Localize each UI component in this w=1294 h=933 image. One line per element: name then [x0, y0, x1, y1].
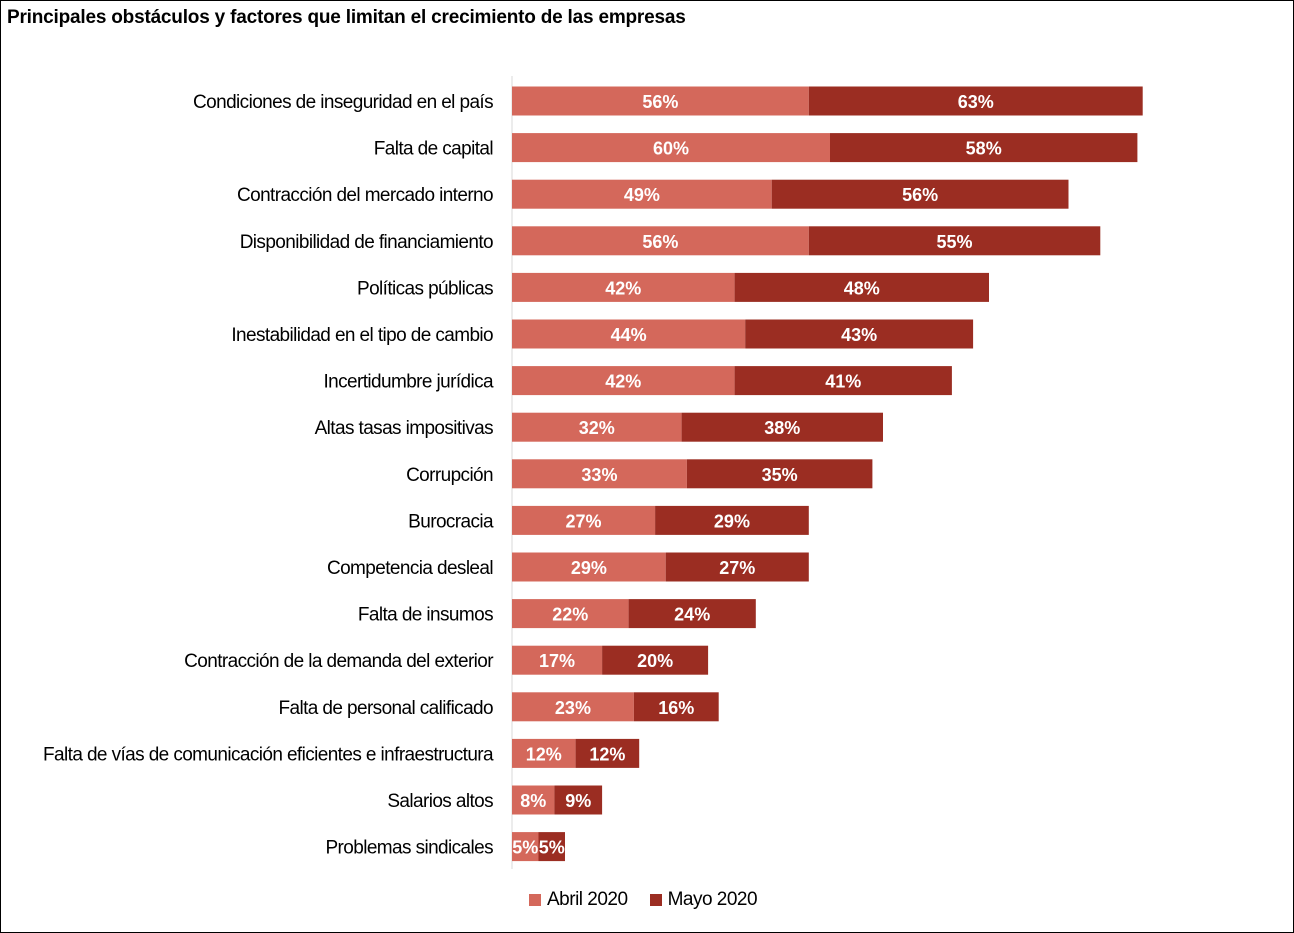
category-label: Falta de vías de comunicación eficientes…	[43, 744, 494, 765]
data-label-series-1: 22%	[552, 605, 588, 625]
bar-series-1	[512, 692, 634, 722]
bar-series-2	[734, 272, 989, 302]
category-label: Falta de capital	[374, 139, 493, 160]
bar-series-1	[512, 272, 735, 302]
bar-series-1	[512, 226, 809, 256]
chart-title: Principales obstáculos y factores que li…	[7, 7, 686, 28]
data-label-series-2: 5%	[539, 838, 565, 858]
category-label: Salarios altos	[387, 791, 493, 812]
category-label: Problemas sindicales	[325, 838, 493, 859]
bar-series-2	[808, 86, 1143, 116]
legend: Abril 2020 Mayo 2020	[529, 889, 758, 911]
legend-label-series-1: Abril 2020	[547, 889, 628, 910]
bar-series-1	[512, 738, 576, 768]
data-label-series-2: 55%	[937, 232, 973, 252]
bar-series-1	[512, 785, 555, 815]
data-label-series-1: 33%	[581, 465, 617, 485]
bar-series-2	[633, 692, 719, 722]
data-label-series-2: 56%	[902, 185, 938, 205]
category-label: Corrupción	[406, 465, 493, 486]
data-label-series-2: 20%	[637, 651, 673, 671]
category-label: Contracción del mercado interno	[237, 185, 493, 206]
bar-series-2	[628, 599, 756, 629]
data-label-series-2: 41%	[825, 372, 861, 392]
category-label: Competencia desleal	[327, 558, 493, 579]
category-label: Disponibilidad de financiamiento	[240, 232, 493, 253]
data-label-series-2: 48%	[844, 278, 880, 298]
data-label-series-1: 5%	[512, 838, 538, 858]
category-label: Políticas públicas	[357, 278, 493, 299]
bar-series-1	[512, 552, 666, 582]
data-label-series-1: 32%	[579, 418, 615, 438]
category-label: Falta de insumos	[358, 605, 493, 626]
data-label-series-2: 63%	[958, 92, 994, 112]
data-label-series-2: 24%	[674, 605, 710, 625]
bar-series-1	[512, 459, 687, 489]
bar-series-2	[538, 832, 565, 862]
bar-series-2	[745, 319, 974, 349]
bar-series-1	[512, 133, 830, 163]
bar-series-1	[512, 599, 629, 629]
category-label: Altas tasas impositivas	[315, 418, 493, 439]
category-label: Contracción de la demanda del exterior	[184, 651, 494, 672]
data-label-series-1: 60%	[653, 139, 689, 159]
bar-series-2	[575, 738, 640, 768]
data-label-series-2: 43%	[841, 325, 877, 345]
data-label-series-1: 42%	[605, 278, 641, 298]
category-label: Inestabilidad en el tipo de cambio	[231, 325, 493, 346]
bar-series-2	[734, 366, 952, 396]
data-label-series-2: 38%	[764, 418, 800, 438]
data-label-series-1: 17%	[539, 651, 575, 671]
legend-swatch-series-1	[529, 894, 541, 906]
category-label: Condiciones de inseguridad en el país	[193, 92, 493, 113]
data-label-series-2: 9%	[565, 791, 591, 811]
bar-series-2	[830, 133, 1138, 163]
bar-series-1	[512, 412, 682, 442]
bar-series-2	[808, 226, 1101, 256]
bar-series-2	[602, 645, 709, 675]
data-label-series-2: 58%	[966, 139, 1002, 159]
data-label-series-2: 16%	[658, 698, 694, 718]
data-label-series-1: 44%	[611, 325, 647, 345]
data-label-series-1: 29%	[571, 558, 607, 578]
bar-series-2	[655, 505, 809, 535]
data-label-series-1: 49%	[624, 185, 660, 205]
data-label-series-1: 23%	[555, 698, 591, 718]
bar-series-1	[512, 832, 539, 862]
bar-series-2	[665, 552, 809, 582]
category-label: Burocracia	[408, 511, 494, 532]
data-label-series-1: 42%	[605, 372, 641, 392]
bar-series-1	[512, 179, 772, 209]
bar-series-2	[554, 785, 603, 815]
bar-series-2	[686, 459, 873, 489]
data-label-series-1: 56%	[642, 92, 678, 112]
bar-series-1	[512, 86, 809, 116]
bar-series-1	[512, 505, 656, 535]
data-label-series-2: 29%	[714, 511, 750, 531]
data-label-series-2: 27%	[719, 558, 755, 578]
data-label-series-1: 12%	[526, 744, 562, 764]
data-label-series-1: 27%	[566, 511, 602, 531]
bar-series-1	[512, 366, 735, 396]
bar-series-1	[512, 319, 746, 349]
legend-swatch-series-2	[649, 894, 662, 906]
bar-series-1	[512, 645, 603, 675]
category-label: Incertidumbre jurídica	[324, 372, 495, 393]
data-label-series-1: 56%	[642, 232, 678, 252]
legend-label-series-2: Mayo 2020	[667, 889, 758, 910]
bar-series-2	[681, 412, 883, 442]
legend-item-series-2: Mayo 2020	[649, 889, 758, 911]
bar-series-2	[771, 179, 1069, 209]
data-label-series-1: 8%	[520, 791, 546, 811]
category-label: Falta de personal calificado	[278, 698, 493, 719]
legend-item-series-1: Abril 2020	[529, 889, 628, 911]
data-label-series-2: 12%	[589, 744, 625, 764]
data-label-series-2: 35%	[762, 465, 798, 485]
